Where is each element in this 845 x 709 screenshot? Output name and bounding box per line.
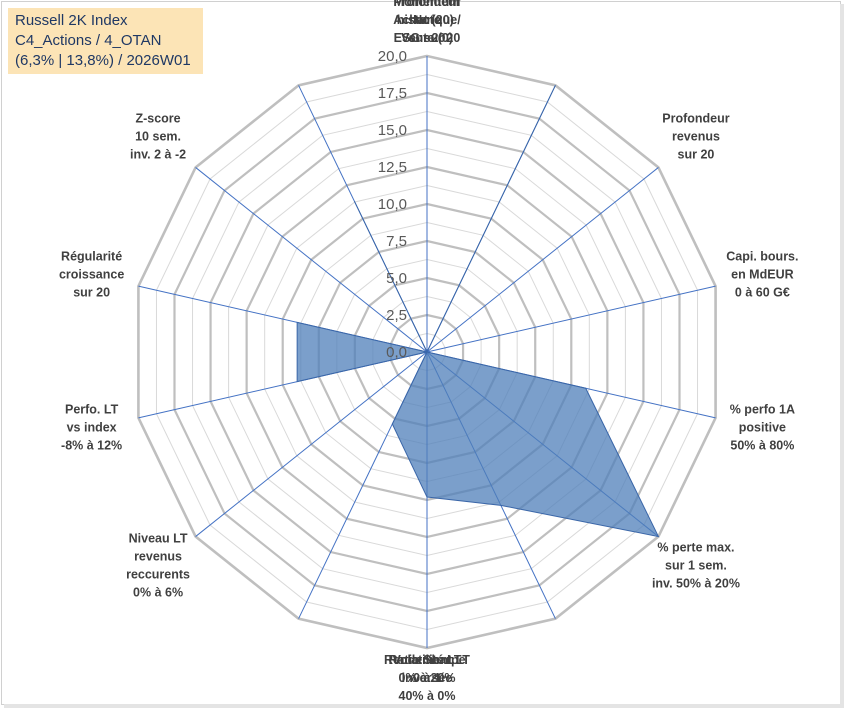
tick-label: 0,0 bbox=[386, 344, 407, 361]
axis-label-line: Ratio Sharpe bbox=[388, 653, 465, 667]
axis-label-line: Niveau LT bbox=[129, 531, 188, 545]
tick-label: 10,0 bbox=[378, 196, 407, 213]
axis-label: Régularité croissance sur 20 bbox=[59, 249, 124, 299]
axis-label-line: vs index bbox=[67, 421, 117, 435]
spoke-line bbox=[195, 167, 428, 353]
axis-label-line: 50% à 80% bbox=[730, 439, 794, 453]
spoke-line bbox=[426, 167, 659, 353]
axis-label-line: Régularité bbox=[61, 249, 122, 263]
axis-label-line: inv. 50% à 20% bbox=[652, 576, 740, 590]
title-line-1: Russell 2K Index bbox=[15, 12, 128, 29]
axis-label-line: sur 20 bbox=[73, 285, 110, 299]
tick-label-layer: 0,0 2,5 5,0 7,5 10,0 12,5 15,0 17,5 20,0 bbox=[378, 48, 407, 361]
axis-label-line: Vente (0) bbox=[401, 31, 453, 45]
axis-label-line: croissance bbox=[59, 267, 124, 281]
axis-label-line: revenus bbox=[134, 549, 182, 563]
axis-label-line: Note bbox=[413, 13, 441, 27]
axis-label-line: Capi. bours. bbox=[726, 249, 798, 263]
axis-label-line: % perte max. bbox=[657, 540, 734, 554]
series-layer bbox=[296, 85, 660, 538]
axis-label: Capi. bours. en MdEUR 0 à 60 G€ bbox=[726, 249, 798, 299]
axis-label-line: 0% à 6% bbox=[133, 585, 183, 599]
tick-label: 15,0 bbox=[378, 122, 407, 139]
series-area bbox=[296, 85, 660, 538]
axis-label-line: reccurents bbox=[126, 567, 190, 581]
axis-label-line: Profondeur bbox=[662, 112, 729, 126]
axis-label-line: ESG sur 20 bbox=[394, 31, 461, 45]
axis-label-line: 10 sem. bbox=[135, 130, 181, 144]
axis-label: % perfo 1A positive 50% à 80% bbox=[730, 403, 795, 453]
frame-shadow-bottom bbox=[4, 704, 844, 708]
axis-label-line: Perfo. LT bbox=[65, 403, 119, 417]
axis-label-line: inv. 2 à -2 bbox=[130, 148, 186, 162]
axis-label-line: % perfo 1A bbox=[730, 403, 795, 417]
axis-label: % perte max. sur 1 sem. inv. 50% à 20% bbox=[652, 540, 740, 590]
axis-label: Ratio Sharpe 0 à 1 bbox=[388, 653, 465, 685]
axis-label-line: Momentum bbox=[394, 0, 461, 9]
axis-label-line: revenus bbox=[672, 130, 720, 144]
tick-label: 5,0 bbox=[386, 270, 407, 287]
tick-label: 17,5 bbox=[378, 85, 407, 102]
axis-label: Z-score 10 sem. inv. 2 à -2 bbox=[130, 112, 186, 162]
axis-label-line: 0% à 20% bbox=[399, 671, 456, 685]
tick-label: 12,5 bbox=[378, 159, 407, 176]
axis-label-line: positive bbox=[739, 421, 786, 435]
axis-label: Profondeur historique sur 20 bbox=[393, 0, 460, 45]
title-line-2: C4_Actions / 4_OTAN bbox=[15, 32, 162, 49]
spoke-line bbox=[195, 351, 428, 537]
axis-label-line: 0 à 1 bbox=[413, 671, 441, 685]
axis-label-line: Profondeur bbox=[393, 0, 460, 9]
tick-label: 7,5 bbox=[386, 233, 407, 250]
chart-title-box: Russell 2K Index C4_Actions / 4_OTAN (6,… bbox=[8, 8, 203, 74]
axis-label-line: Z-score bbox=[135, 112, 180, 126]
axis-label-line: Volatilité LT bbox=[393, 653, 462, 667]
tick-label: 2,5 bbox=[386, 307, 407, 324]
axis-label-line: historique bbox=[397, 13, 457, 27]
axis-label: Rendement LT 0% à 20% bbox=[384, 653, 470, 685]
axis-label-line: inversée bbox=[402, 671, 453, 685]
spoke-line bbox=[426, 285, 716, 353]
axis-label-line: Rendement LT bbox=[384, 653, 470, 667]
tick-label: 20,0 bbox=[378, 48, 407, 65]
axis-label-line: sur 20 bbox=[409, 31, 446, 45]
axis-label: Profondeur revenus sur 20 bbox=[662, 112, 729, 162]
axis-label: Note ESG sur 20 bbox=[394, 13, 461, 45]
frame-shadow-right bbox=[840, 4, 844, 708]
axis-label-line: 40% à 0% bbox=[399, 689, 456, 703]
axis-label: Volatilité LT inversée 40% à 0% bbox=[393, 653, 462, 703]
axis-label: Momentum Achat (20) / Vente (0) bbox=[393, 0, 461, 45]
axis-label-line: 0 à 60 G€ bbox=[735, 285, 790, 299]
axis-label-line: en MdEUR bbox=[731, 267, 794, 281]
axis-label-line: sur 1 sem. bbox=[665, 558, 727, 572]
axis-label: Perfo. LT vs index -8% à 12% bbox=[61, 403, 122, 453]
axis-label-line: sur 20 bbox=[678, 148, 715, 162]
axis-label-line: Achat (20) / bbox=[393, 13, 461, 27]
axis-label-line: -8% à 12% bbox=[61, 439, 122, 453]
axis-label: Niveau LT revenus reccurents 0% à 6% bbox=[126, 531, 190, 599]
title-line-3: (6,3% | 13,8%) / 2026W01 bbox=[15, 52, 191, 69]
axis-label-layer: Note ESG sur 20 Profondeur historique sur 20… bbox=[59, 0, 799, 703]
